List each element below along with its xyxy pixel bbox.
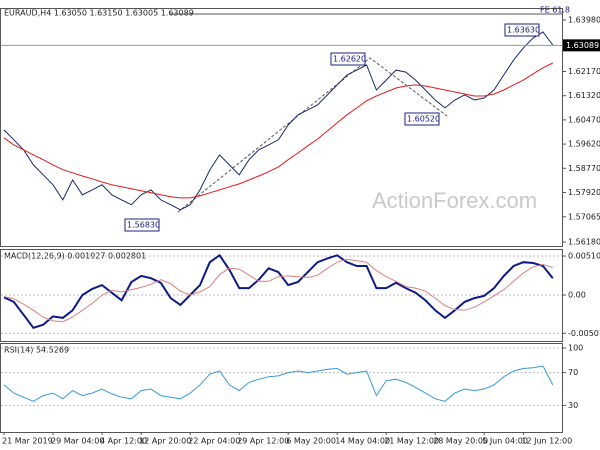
annotation-box bbox=[404, 112, 440, 126]
x-tick-label: 14 May 04:00 bbox=[335, 437, 390, 446]
x-tick-label: 4 Apr 12:00 bbox=[100, 437, 147, 446]
y-tick-label: 30 bbox=[568, 401, 578, 410]
annotation: 1.56830 bbox=[127, 221, 160, 230]
series-line bbox=[3, 253, 554, 329]
y-tick-label: 1.57065 bbox=[568, 212, 600, 221]
plot-layer: 1.63980 1.62170 1.61320 1.60470 1.59620 1.587… bbox=[1, 6, 600, 446]
x-tick-label: 21 May 12:00 bbox=[384, 437, 439, 446]
y-tick-label: 1.63980 bbox=[568, 15, 600, 24]
x-tick-label: 12 Apr 20:00 bbox=[139, 437, 191, 446]
series-line bbox=[3, 62, 554, 199]
rsi-title: RSI(14) 54.5269 bbox=[4, 346, 69, 355]
wave-line bbox=[177, 57, 448, 213]
y-tick-label: 1.56180 bbox=[568, 238, 600, 247]
y-tick-label: 1.58770 bbox=[568, 164, 600, 173]
x-tick-label: 6 May 20:00 bbox=[286, 437, 336, 446]
x-tick-label: 28 May 20:00 bbox=[433, 437, 488, 446]
annotation: FE 61.8 bbox=[540, 6, 570, 15]
y-tick-label: 70 bbox=[568, 368, 578, 377]
watermark: ActionForex.com bbox=[372, 188, 537, 213]
series-line bbox=[3, 365, 554, 402]
annotation: 1.62620 bbox=[333, 55, 366, 64]
y-tick-label: 1.57920 bbox=[568, 188, 600, 197]
price-title: EURAUD,H4 1.63050 1.63150 1.63005 1.6308… bbox=[4, 9, 194, 18]
rsi-panel bbox=[0, 343, 563, 433]
macd-title: MACD(12,26,9) 0.001927 0.002801 bbox=[4, 252, 146, 261]
x-tick-label: 5 Jun 04:00 bbox=[482, 437, 528, 446]
x-tick-label: 29 Apr 12:00 bbox=[237, 437, 289, 446]
x-tick-label: 29 Mar 04:00 bbox=[51, 437, 104, 446]
series-line bbox=[3, 258, 553, 323]
x-tick-label: 22 Apr 04:00 bbox=[188, 437, 240, 446]
y-tick-label: 1.59620 bbox=[568, 140, 600, 149]
y-tick-label: 1.60470 bbox=[568, 115, 600, 124]
annotation: 1.60520 bbox=[407, 115, 440, 124]
last-price-box bbox=[563, 39, 600, 52]
annotation-box bbox=[330, 52, 366, 66]
y-tick-label: 0.00 bbox=[568, 291, 586, 300]
annotation: 1.63630 bbox=[507, 26, 540, 35]
y-tick-label: 100 bbox=[568, 344, 583, 353]
y-tick-label: 1.61320 bbox=[568, 91, 600, 100]
x-tick-label: 12 Jun 12:00 bbox=[521, 437, 572, 446]
annotation-box bbox=[504, 23, 540, 37]
series-line bbox=[3, 31, 554, 211]
x-tick-label: 21 Mar 2019 bbox=[2, 437, 53, 446]
y-tick-label: 1.62170 bbox=[568, 67, 600, 76]
annotation-box bbox=[124, 218, 160, 232]
y-tick-label: 0.005108 bbox=[568, 252, 600, 261]
y-tick-label: -0.005019 bbox=[568, 329, 600, 338]
last-price-label: 1.63089 bbox=[566, 41, 599, 50]
price-panel bbox=[0, 8, 563, 247]
